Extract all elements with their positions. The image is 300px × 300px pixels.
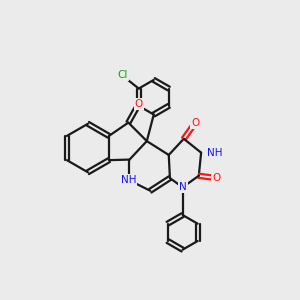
- Text: N: N: [179, 182, 187, 192]
- Text: O: O: [191, 118, 200, 128]
- Text: NH: NH: [121, 176, 136, 185]
- Text: O: O: [212, 173, 220, 183]
- Text: NH: NH: [207, 148, 222, 158]
- Text: O: O: [135, 99, 143, 109]
- Text: Cl: Cl: [117, 70, 128, 80]
